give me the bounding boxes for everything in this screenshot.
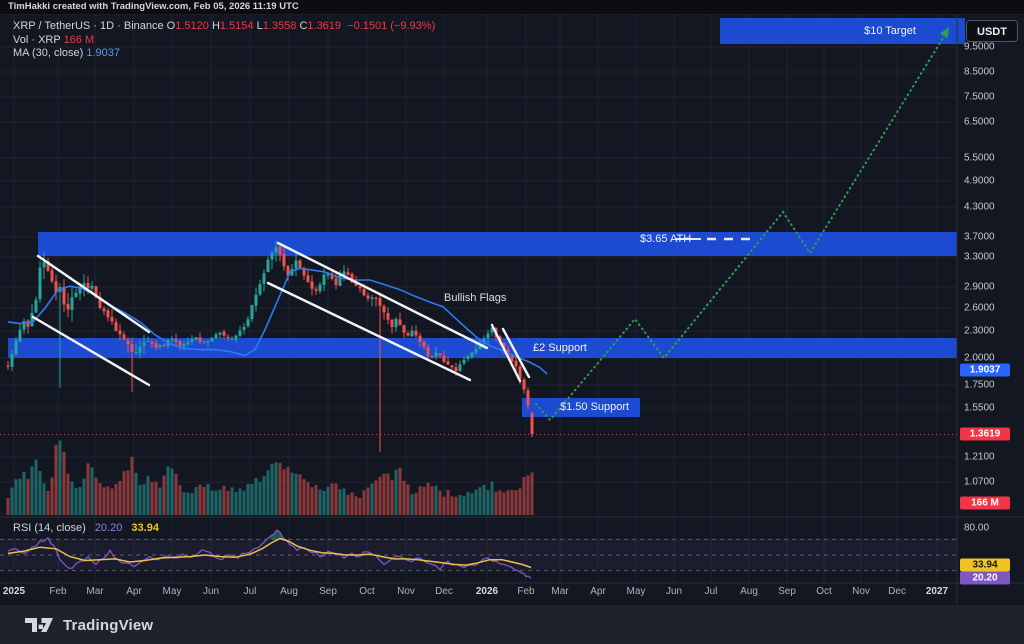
price-tick-label: 2.0000 <box>964 352 995 364</box>
time-tick-label: Oct <box>816 586 832 597</box>
rsi-ma-line[interactable] <box>7 537 532 569</box>
time-tick-label: Nov <box>397 586 415 597</box>
time-tick-label: Sep <box>319 586 337 597</box>
flag-channel-line-1[interactable] <box>31 315 151 387</box>
price-tick-label: 3.3000 <box>964 251 995 263</box>
ohlc-value: 1.3619 <box>307 20 342 32</box>
support2-band[interactable] <box>8 338 957 358</box>
time-tick-label: Nov <box>852 586 870 597</box>
ath-annotation-label[interactable]: $3.65 ATH <box>640 233 692 245</box>
projection-arrowhead <box>940 27 949 39</box>
price-tick-label: 7.5000 <box>964 91 995 103</box>
ohlc-key: C <box>296 20 308 32</box>
time-tick-label: Feb <box>517 586 535 597</box>
ohlc-key: L <box>253 20 263 32</box>
time-tick-label: 2026 <box>475 586 499 597</box>
volume-bars <box>6 440 534 515</box>
price-tick-label: 6.5000 <box>964 116 995 128</box>
rsi-line[interactable] <box>7 529 532 579</box>
time-tick-label: May <box>162 586 182 597</box>
time-tick-label: Jul <box>704 586 718 597</box>
price-tick-label: 1.5500 <box>964 402 995 414</box>
price-tick-label: 5.5000 <box>964 152 995 164</box>
price-badge: 1.3619 <box>960 427 1010 441</box>
price-badge: 1.9037 <box>960 363 1010 377</box>
price-badge: 20.20 <box>960 571 1010 585</box>
bullish-flags-label[interactable]: Bullish Flags <box>444 292 507 304</box>
time-tick-label: Jul <box>243 586 257 597</box>
footer-bar: TradingView <box>0 604 1024 644</box>
flag-channel-line-3[interactable] <box>266 281 472 382</box>
attribution-bar: TimHakki created with TradingView.com, F… <box>0 0 1024 14</box>
time-tick-label: Mar <box>86 586 104 597</box>
price-tick-label: 1.0700 <box>964 476 995 488</box>
flag-channel-line-4[interactable] <box>490 323 522 383</box>
rsi-legend[interactable]: RSI (14, close) 20.20 33.94 <box>13 522 159 534</box>
price-tick-label: 9.5000 <box>964 41 995 53</box>
ohlc-values: O1.5120 H1.5154 L1.3558 C1.3619 <box>167 20 344 32</box>
ohlc-value: 1.5154 <box>219 20 254 32</box>
ma-value: 1.9037 <box>86 47 121 59</box>
target-banner[interactable] <box>720 18 965 44</box>
time-tick-label: Aug <box>280 586 298 597</box>
ohlc-key: O <box>166 20 176 32</box>
rsi-value: 20.20 <box>94 522 123 534</box>
price-tick-label: 2.9000 <box>964 281 995 293</box>
attribution-text: TimHakki created with TradingView.com, F… <box>8 1 299 12</box>
ohlc-value: 1.5120 <box>175 20 209 32</box>
price-tick-label: 4.9000 <box>964 175 995 187</box>
flag-channel-line-5[interactable] <box>501 327 531 379</box>
ohlc-value: 1.3558 <box>262 20 297 32</box>
price-badge: 33.94 <box>960 558 1010 572</box>
time-tick-label: Jun <box>665 586 683 597</box>
time-tick-label: Dec <box>435 586 453 597</box>
legend-row-symbol: XRP / TetherUS · 1D · Binance O1.5120 H1… <box>13 20 435 34</box>
ma-label[interactable]: MA (30, close) <box>13 47 84 59</box>
symbol-title[interactable]: XRP / TetherUS · 1D · Binance <box>13 20 164 32</box>
time-tick-label: 2025 <box>2 586 26 597</box>
volume-label[interactable]: Vol · XRP <box>13 33 61 46</box>
rsi-label[interactable]: RSI (14, close) <box>13 522 86 534</box>
price-tick-label: 1.2100 <box>964 451 995 463</box>
legend-row-volume: Vol · XRP 166 M <box>13 34 435 48</box>
time-tick-label: Mar <box>551 586 569 597</box>
legend-row-ma: MA (30, close) 1.9037 <box>13 47 435 61</box>
volume-value: 166 M <box>63 33 95 46</box>
time-tick-label: Apr <box>590 586 606 597</box>
price-tick-label: 80.00 <box>964 522 990 534</box>
support150-annotation-label[interactable]: $1.50 Support <box>560 401 630 413</box>
price-tick-label: 4.3000 <box>964 201 995 213</box>
price-badge: 166 M <box>960 496 1010 510</box>
ohlc-key: H <box>208 20 220 32</box>
price-tick-label: 1.7500 <box>964 379 995 391</box>
ath-band[interactable] <box>38 232 957 256</box>
price-tick-label: 8.5000 <box>964 66 995 78</box>
symbol-legend[interactable]: XRP / TetherUS · 1D · Binance O1.5120 H1… <box>13 20 435 61</box>
time-tick-label: May <box>626 586 646 597</box>
time-tick-label: Sep <box>778 586 796 597</box>
target-annotation-label[interactable]: $10 Target <box>864 25 916 37</box>
price-tick-label: 3.7000 <box>964 231 995 243</box>
change-value: −0.1501 (−9.93%) <box>347 20 436 32</box>
support2-annotation-label[interactable]: £2 Support <box>533 342 587 354</box>
projection-path[interactable] <box>535 29 949 422</box>
tradingview-logo-icon[interactable] <box>24 615 54 635</box>
time-tick-label: Jun <box>202 586 220 597</box>
flag-channel-line-0[interactable] <box>36 254 151 334</box>
time-tick-label: Aug <box>740 586 758 597</box>
price-tick-label: 2.6000 <box>964 302 995 314</box>
currency-toggle-button[interactable]: USDT <box>966 20 1018 42</box>
rsi-ma-value: 33.94 <box>131 522 159 534</box>
time-tick-label: Apr <box>126 586 142 597</box>
time-tick-label: Feb <box>49 586 67 597</box>
flag-channel-line-2[interactable] <box>276 241 489 350</box>
time-tick-label: Oct <box>359 586 375 597</box>
support150-box[interactable] <box>522 398 640 417</box>
price-tick-label: 2.3000 <box>964 325 995 337</box>
tradingview-brand-text[interactable]: TradingView <box>63 616 154 634</box>
time-tick-label: 2027 <box>925 586 949 597</box>
time-tick-label: Dec <box>888 586 906 597</box>
